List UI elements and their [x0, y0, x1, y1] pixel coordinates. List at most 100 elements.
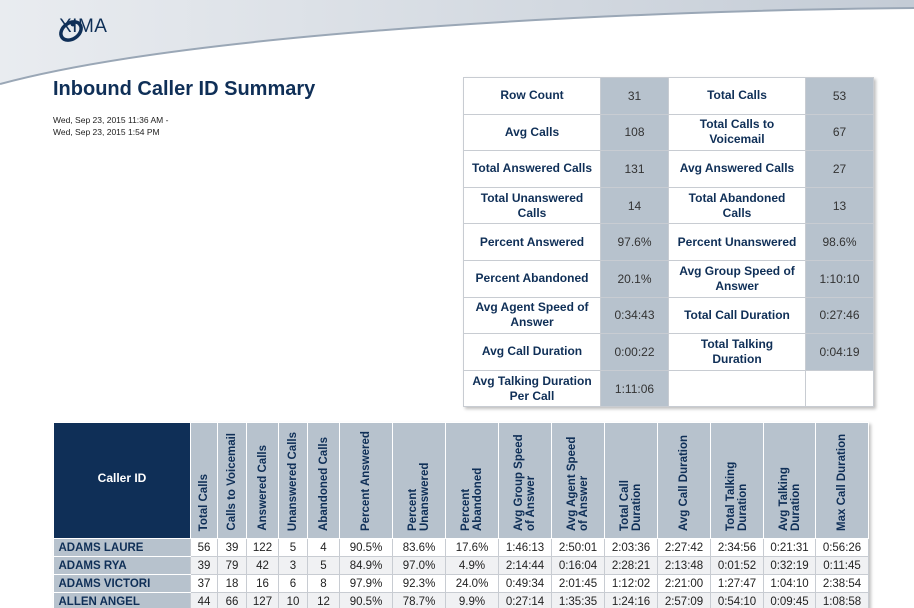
- table-cell: 2:57:09: [657, 592, 711, 608]
- column-header[interactable]: Avg Call Duration: [657, 422, 711, 539]
- summary-label: Percent Abandoned: [463, 259, 601, 298]
- column-header[interactable]: Total Call Duration: [604, 422, 658, 539]
- table-cell: 1:12:02: [604, 574, 658, 593]
- table-cell: 66: [217, 592, 247, 608]
- table-row: ALLEN ANGEL 44 66 127 10 12 90.5% 78.7% 9.9% 0:27…: [53, 592, 869, 608]
- table-cell: 3: [278, 556, 308, 575]
- column-header[interactable]: Calls to Voicemail: [217, 422, 247, 539]
- table-cell: 42: [246, 556, 279, 575]
- table-row: ADAMS VICTORI 37 18 16 6 8 97.9% 92.3% 24.0% 0:49…: [53, 574, 869, 593]
- column-header[interactable]: Unanswered Calls: [278, 422, 308, 539]
- table-cell: 39: [217, 538, 247, 557]
- summary-value: 131: [600, 150, 669, 188]
- summary-row: Percent Answered 97.6% Percent Unanswered 9…: [463, 223, 874, 261]
- table-cell: 1:46:13: [498, 538, 552, 557]
- summary-label: Avg Calls: [463, 113, 601, 152]
- table-cell: 127: [246, 592, 279, 608]
- table-cell: 0:54:10: [710, 592, 764, 608]
- summary-value: 0:04:19: [805, 333, 874, 371]
- column-header-label: Total Talking Duration: [725, 461, 749, 531]
- column-header-label: Max Call Duration: [836, 433, 848, 531]
- summary-table: Row Count 31 Total Calls 53 Avg Calls 108 Tota…: [463, 77, 874, 408]
- column-header[interactable]: Percent Unanswered: [392, 422, 446, 539]
- column-header-label: Unanswered Calls: [287, 431, 299, 531]
- header-banner: XIMA: [0, 0, 914, 90]
- table-cell: 83.6%: [392, 538, 446, 557]
- column-header-label: Avg Talking Duration: [777, 467, 802, 531]
- date-end: Wed, Sep 23, 2015 1:54 PM: [53, 127, 160, 137]
- summary-label: Total Talking Duration: [668, 333, 806, 371]
- table-cell: 5: [278, 538, 308, 557]
- column-header[interactable]: Abandoned Calls: [307, 422, 340, 539]
- table-cell: 90.5%: [339, 538, 393, 557]
- column-header[interactable]: Avg Agent Speed of Answer: [551, 422, 605, 539]
- table-header-row: Caller ID Total Calls Calls to Voicemail A…: [53, 422, 869, 539]
- table-cell: 1:08:58: [815, 592, 869, 608]
- table-cell: 8: [307, 574, 340, 593]
- summary-label: Avg Answered Calls: [668, 150, 806, 188]
- column-header[interactable]: Avg Talking Duration: [763, 422, 816, 539]
- summary-value: 20.1%: [600, 259, 669, 298]
- summary-label: Percent Answered: [463, 223, 601, 261]
- report-title: Inbound Caller ID Summary: [53, 78, 316, 100]
- table-cell: 4.9%: [445, 556, 499, 575]
- column-header[interactable]: Total Talking Duration: [710, 422, 764, 539]
- table-row: ADAMS LAURE 56 39 122 5 4 90.5% 83.6% 17.6% 1:46:…: [53, 538, 869, 557]
- table-cell: 18: [217, 574, 247, 593]
- summary-label: Total Calls to Voicemail: [668, 113, 806, 152]
- column-header-label: Total Calls: [198, 473, 210, 531]
- table-cell: 0:09:45: [763, 592, 816, 608]
- table-cell: 44: [190, 592, 218, 608]
- summary-row: Avg Call Duration 0:00:22 Total Talking Du…: [463, 333, 874, 371]
- caller-id-cell: ADAMS RYA: [53, 556, 191, 575]
- column-header-label: Percent Abandoned: [460, 467, 484, 531]
- caller-id-cell: ALLEN ANGEL: [53, 592, 191, 608]
- summary-row: Avg Agent Speed of Answer 0:34:43 Total Ca…: [463, 296, 874, 335]
- column-header[interactable]: Answered Calls: [246, 422, 279, 539]
- summary-value: 0:34:43: [600, 296, 669, 335]
- xima-logo-icon: [59, 20, 83, 42]
- table-cell: 84.9%: [339, 556, 393, 575]
- summary-label: Total Call Duration: [668, 296, 806, 335]
- table-cell: 12: [307, 592, 340, 608]
- table-cell: 0:01:52: [710, 556, 764, 575]
- column-header[interactable]: Total Calls: [190, 422, 218, 539]
- caller-id-cell: ADAMS LAURE: [53, 538, 191, 557]
- summary-value: 1:11:06: [600, 369, 669, 408]
- table-cell: 1:04:10: [763, 574, 816, 593]
- column-header-label: Total Call Duration: [619, 480, 643, 531]
- date-range: Wed, Sep 23, 2015 11:36 AM - Wed, Sep 23…: [53, 114, 168, 138]
- summary-row: Row Count 31 Total Calls 53: [463, 77, 874, 115]
- table-cell: 0:16:04: [551, 556, 605, 575]
- summary-value: [805, 369, 874, 408]
- summary-label: Total Unanswered Calls: [463, 186, 601, 225]
- table-cell: 9.9%: [445, 592, 499, 608]
- summary-value: 97.6%: [600, 223, 669, 261]
- summary-label: Total Answered Calls: [463, 150, 601, 188]
- table-cell: 79: [217, 556, 247, 575]
- summary-value: 27: [805, 150, 874, 188]
- table-cell: 2:34:56: [710, 538, 764, 557]
- column-header-caller-id[interactable]: Caller ID: [53, 422, 191, 539]
- table-cell: 2:03:36: [604, 538, 658, 557]
- table-cell: 37: [190, 574, 218, 593]
- summary-row: Total Unanswered Calls 14 Total Abandoned …: [463, 186, 874, 225]
- summary-label: Avg Call Duration: [463, 333, 601, 371]
- column-header-label: Percent Unanswered: [407, 462, 431, 531]
- table-cell: 0:11:45: [815, 556, 869, 575]
- table-cell: 4: [307, 538, 340, 557]
- column-header[interactable]: Percent Answered: [339, 422, 393, 539]
- column-header[interactable]: Avg Group Speed of Answer: [498, 422, 552, 539]
- table-cell: 92.3%: [392, 574, 446, 593]
- column-header-label: Percent Answered: [360, 431, 372, 531]
- summary-row: Percent Abandoned 20.1% Avg Group Speed of…: [463, 259, 874, 298]
- column-header[interactable]: Percent Abandoned: [445, 422, 499, 539]
- table-cell: 97.0%: [392, 556, 446, 575]
- table-cell: 0:49:34: [498, 574, 552, 593]
- summary-label: Total Abandoned Calls: [668, 186, 806, 225]
- table-cell: 90.5%: [339, 592, 393, 608]
- column-header[interactable]: Max Call Duration: [815, 422, 869, 539]
- summary-value: 67: [805, 113, 874, 152]
- summary-label: Avg Agent Speed of Answer: [463, 296, 601, 335]
- summary-label: Avg Talking Duration Per Call: [463, 369, 601, 408]
